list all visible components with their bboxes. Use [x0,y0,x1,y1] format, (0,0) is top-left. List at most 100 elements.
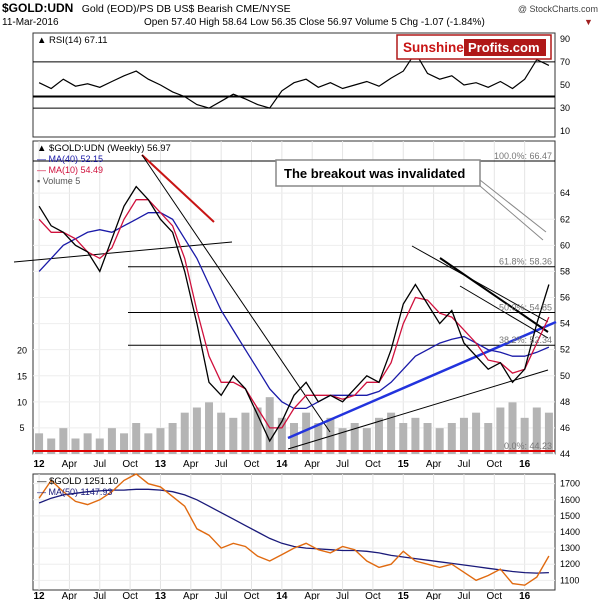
decline-line [141,154,331,433]
price-plot [38,185,550,443]
rsi-line [38,51,550,109]
gold-plot [38,473,550,586]
trend-lines [13,154,557,450]
legend-ma40: — MA(40) 52.15 [37,154,103,164]
gold-x-tick-label: 13 [155,591,167,600]
gold-axis: 1700 1600 1500 1400 1300 1200 1100 [560,479,580,586]
date-label: 11-Mar-2016 [2,17,59,28]
volume-bar [229,417,238,454]
volume-bar [362,428,371,454]
price-tick-label: 50 [560,371,570,381]
x-tick-label: 15 [398,459,410,470]
fib-label: 100.0%: 66.47 [494,151,552,161]
price-tick-label: 48 [560,397,570,407]
brand-name-part2: Profits.com [468,40,540,55]
gold-x-tick-label: Oct [244,591,260,600]
volume-bar [496,407,505,454]
volume-bar [156,428,165,454]
price-tick-label: 52 [560,345,570,355]
volume-bar [472,412,481,454]
gold-x-tick-label: Apr [62,591,78,600]
x-tick-label: Apr [183,459,199,470]
gold-ma50-line [38,488,549,574]
volume-bar [484,423,493,454]
fibonacci-labels: 100.0%: 66.47 61.8%: 58.36 50.0%: 54.85 38.… [494,151,552,451]
x-tick-label: Apr [426,459,442,470]
volume-bar [47,438,56,454]
volume-bar [132,423,141,454]
x-axis-gold: 12 Apr Jul Oct 13 Apr Jul Oct 14 Apr Jul Oct 15 Apr Ju… [34,591,531,600]
gold-panel: 1700 1600 1500 1400 1300 1200 1100 — $GOLD 125… [32,473,580,591]
volume-bar [290,423,298,454]
annotation-pointer [479,179,547,233]
volume-axis: 20 15 10 5 [17,346,27,434]
gold-x-tick-label: 12 [34,591,46,600]
volume-bar [265,397,274,454]
gold-tick-label: 1300 [560,543,580,553]
x-tick-label: Apr [304,459,320,470]
volume-bar [59,428,68,454]
volume-bar [459,417,468,454]
fib-label: 50.0%: 54.85 [499,302,552,312]
price-tick-label: 56 [560,293,570,303]
ma10-line [38,199,550,429]
volume-bar [387,412,396,454]
down-arrow-icon: ▼ [584,17,593,27]
gold-x-tick-label: 16 [519,591,531,600]
rsi-tick-label: 90 [560,34,570,44]
x-tick-label: Apr [62,459,78,470]
watermark: @ StockCharts.com [518,4,598,14]
volume-bar [205,402,214,454]
x-tick-label: Oct [365,459,381,470]
fib-label: 0.0%: 44.23 [504,441,552,451]
breakout-annotation: The breakout was invalidated [275,159,547,241]
price-tick-label: 58 [560,266,570,276]
x-tick-label: Jul [215,459,228,470]
price-tick-label: 54 [560,319,570,329]
volume-bar [302,412,311,454]
quote-line: Open 57.40 High 58.64 Low 56.35 Close 56… [144,17,485,28]
rsi-tick-label: 70 [560,57,570,67]
volume-bar [241,412,250,454]
volume-tick-label: 5 [19,423,24,433]
gold-x-tick-label: 15 [398,591,410,600]
x-tick-label: Oct [244,459,260,470]
volume-bar [399,423,408,454]
price-tick-label: 44 [560,449,570,459]
legend-ma10: — MA(10) 54.49 [37,165,103,175]
volume-bar [544,412,553,454]
volume-bar [520,417,529,454]
gold-tick-label: 1200 [560,559,580,569]
resistance-2015-thick [439,257,549,333]
legend-price: ▲ $GOLD:UDN (Weekly) 56.97 [37,143,171,154]
rsi-plot [38,51,550,109]
volume-bar [192,407,201,454]
price-tick-label: 60 [560,240,570,250]
gold-x-tick-label: Apr [426,591,442,600]
volume-bars [35,397,553,454]
volume-bar [168,423,177,454]
volume-bar [411,417,420,454]
volume-bar [180,412,189,454]
volume-tick-label: 20 [17,346,27,356]
price-tick-label: 46 [560,423,570,433]
volume-bar [144,433,153,454]
gold-tick-label: 1100 [560,575,579,585]
gold-price-line [38,473,550,586]
red-decline-line [141,154,215,223]
support-line-lower [287,369,549,450]
gold-x-tick-label: Jul [336,591,349,600]
x-tick-label: Jul [458,459,471,470]
annotation-pointer-2 [479,185,544,241]
price-legend: ▲ $GOLD:UDN (Weekly) 56.97 — MA(40) 52.1… [37,143,171,186]
brand-badge: Sunshine Profits.com [396,34,552,60]
x-tick-label: 16 [519,459,531,470]
gold-tick-label: 1600 [560,495,580,505]
volume-bar [35,433,44,454]
x-tick-label: Oct [122,459,138,470]
price-panel: 64 62 60 58 56 54 52 50 48 46 44 20 15 10 5 100.0%: 6… [13,140,570,459]
gold-x-tick-label: Apr [183,591,199,600]
gold-tick-label: 1500 [560,511,580,521]
x-tick-label: Jul [93,459,106,470]
